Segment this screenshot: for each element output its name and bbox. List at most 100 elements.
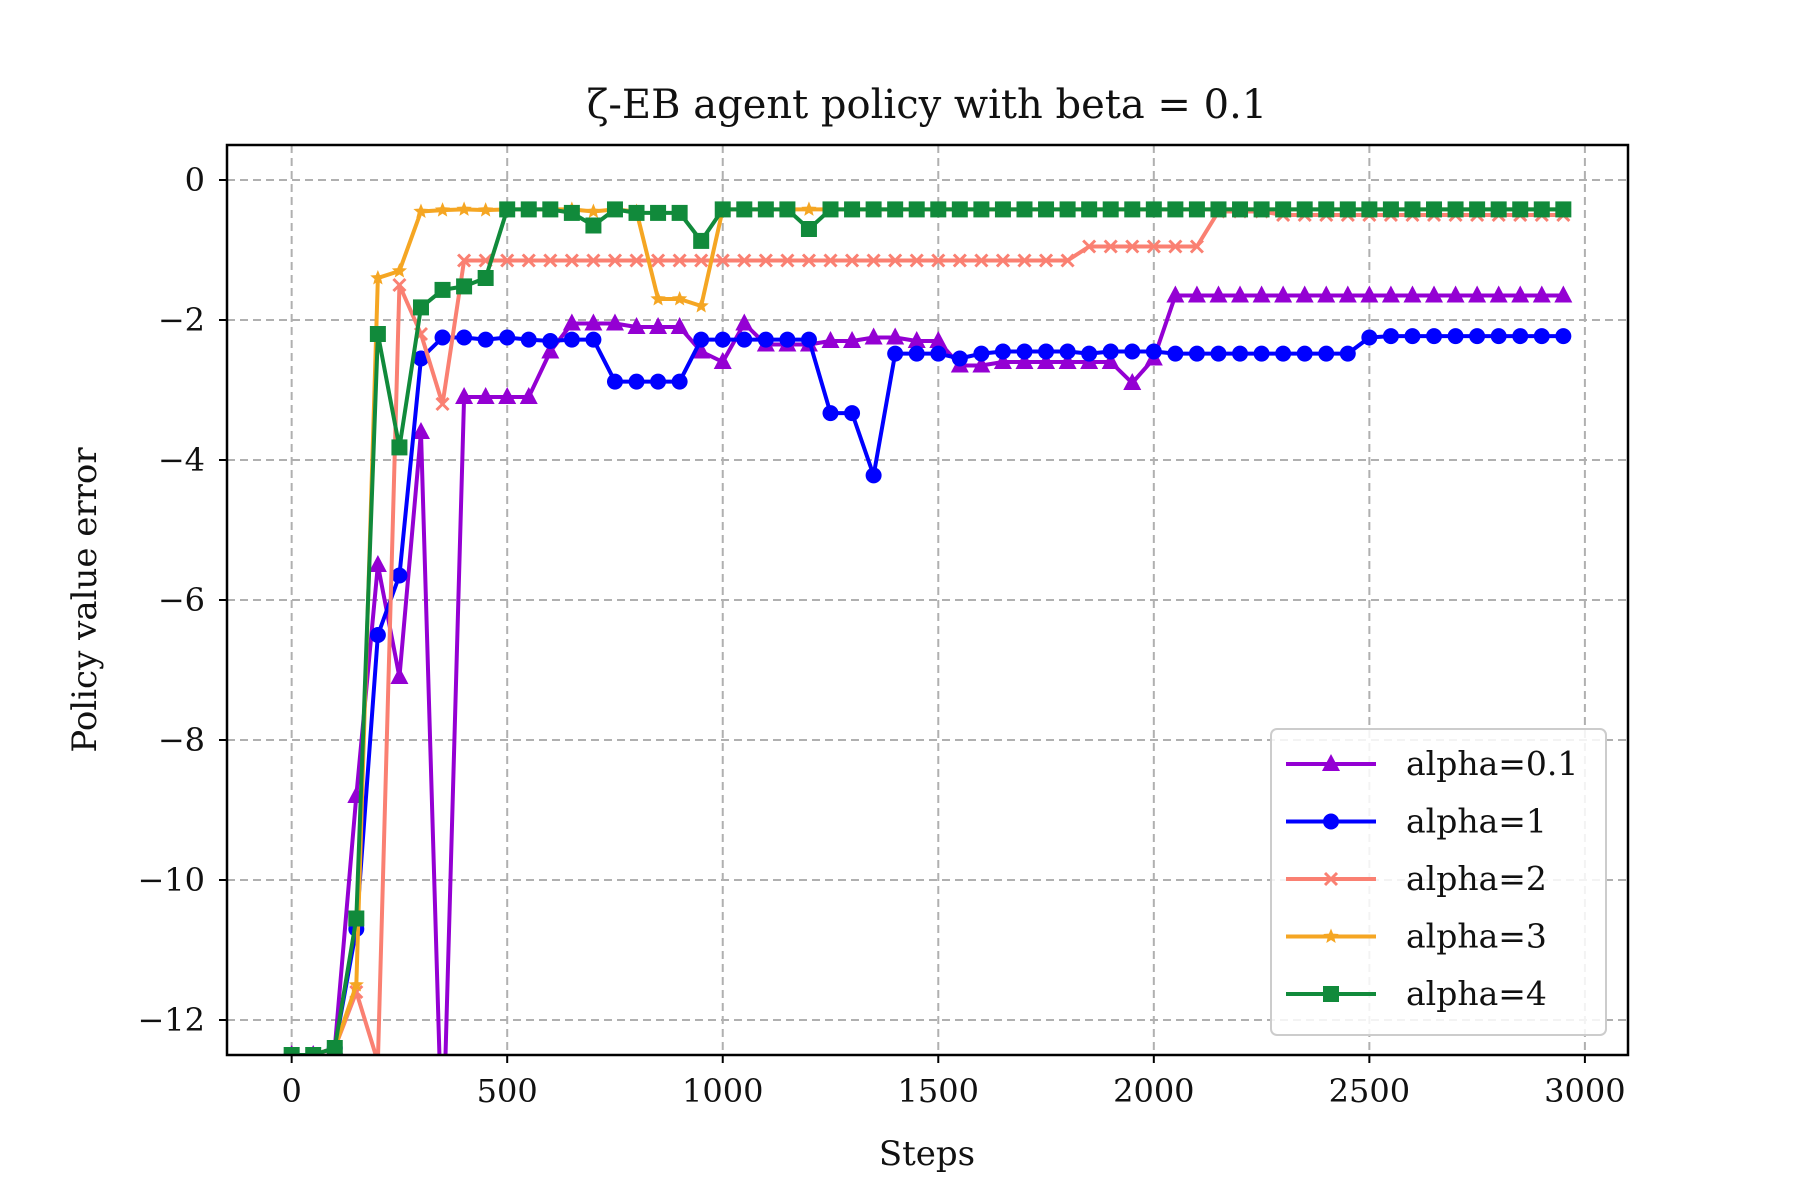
data-point	[457, 253, 472, 268]
legend-swatch-marker	[1322, 754, 1340, 771]
data-point	[1038, 253, 1054, 268]
data-point	[564, 253, 579, 268]
data-point	[478, 202, 494, 217]
data-point	[1426, 201, 1443, 218]
data-point	[520, 201, 537, 218]
y-tick-label: −2	[158, 301, 205, 339]
data-point	[1317, 285, 1336, 303]
data-point	[1338, 285, 1357, 303]
data-point	[650, 204, 667, 221]
data-point	[368, 555, 387, 572]
data-point	[1274, 285, 1293, 303]
data-point	[412, 299, 429, 316]
data-point	[1101, 352, 1120, 369]
data-point	[1253, 201, 1270, 218]
data-point	[650, 373, 667, 390]
data-point	[714, 331, 731, 348]
data-point	[1469, 201, 1486, 218]
data-point	[1059, 201, 1076, 218]
data-point	[779, 331, 796, 348]
data-point	[607, 253, 623, 268]
data-point	[1469, 328, 1486, 345]
data-point	[627, 317, 646, 334]
data-point	[390, 667, 409, 684]
data-point	[606, 201, 623, 218]
data-point	[391, 263, 408, 278]
data-point	[1210, 201, 1227, 218]
data-point	[456, 329, 473, 346]
data-point	[952, 253, 967, 268]
data-point	[605, 313, 624, 331]
data-point	[1360, 285, 1379, 303]
data-point	[1426, 328, 1443, 345]
data-point	[714, 201, 731, 218]
data-point	[305, 1047, 322, 1055]
data-point	[1447, 201, 1464, 218]
data-point	[585, 217, 602, 234]
series-group	[283, 201, 1573, 1055]
data-point	[692, 341, 711, 359]
data-point	[1554, 285, 1573, 303]
data-point	[1124, 343, 1141, 360]
data-point	[671, 373, 688, 390]
x-tick-label: 1000	[682, 1072, 763, 1110]
data-point	[1168, 239, 1183, 254]
data-point	[628, 204, 645, 221]
data-point	[1102, 201, 1119, 218]
data-point	[888, 253, 903, 268]
data-point	[434, 281, 451, 298]
series-alpha=0.1	[286, 285, 1573, 1055]
legend-label: alpha=4	[1406, 974, 1547, 1013]
data-point	[951, 201, 968, 218]
data-point	[1145, 343, 1162, 360]
data-point	[671, 204, 688, 221]
data-point	[499, 329, 516, 346]
data-point	[1555, 201, 1572, 218]
legend-label: alpha=1	[1406, 802, 1547, 841]
data-point	[843, 331, 862, 348]
data-point	[585, 203, 602, 218]
data-point	[519, 387, 538, 404]
legend-swatch-marker	[1323, 986, 1339, 1002]
x-tick-label: 2500	[1329, 1072, 1410, 1110]
data-point	[434, 202, 451, 217]
data-point	[736, 201, 753, 218]
data-point	[435, 396, 450, 412]
data-point	[1425, 285, 1444, 303]
data-point	[498, 387, 517, 404]
data-point	[456, 278, 473, 295]
legend-item: alpha=4	[1286, 974, 1547, 1013]
data-point	[434, 329, 451, 346]
data-point	[629, 253, 644, 268]
data-point	[1555, 328, 1572, 345]
data-point	[694, 253, 709, 268]
data-point	[348, 910, 365, 927]
data-point	[844, 201, 861, 218]
data-point	[1102, 343, 1119, 360]
data-point	[864, 327, 883, 345]
data-point	[887, 201, 904, 218]
data-point	[477, 331, 494, 348]
data-point	[1295, 285, 1314, 303]
data-point	[543, 253, 558, 268]
x-axis-title: Steps	[879, 1134, 975, 1174]
data-point	[909, 253, 924, 268]
legend-label: alpha=0.1	[1406, 744, 1578, 783]
data-point	[1038, 201, 1055, 218]
legend-swatch-marker	[1323, 871, 1339, 887]
y-tick-label: −6	[158, 581, 205, 619]
data-point	[1103, 239, 1118, 254]
legend-box	[1270, 728, 1607, 1036]
x-tick-label: 1500	[898, 1072, 979, 1110]
data-point	[1532, 285, 1551, 303]
x-tick-label: 500	[477, 1072, 538, 1110]
chart-title: ζ-EB agent policy with beta = 0.1	[587, 82, 1268, 128]
data-point	[931, 253, 946, 268]
data-point	[886, 327, 905, 345]
data-point	[1037, 352, 1056, 369]
data-point	[1016, 343, 1033, 360]
data-point	[649, 317, 668, 334]
data-point	[651, 253, 666, 268]
data-point	[372, 1054, 383, 1055]
data-point	[1447, 328, 1464, 345]
